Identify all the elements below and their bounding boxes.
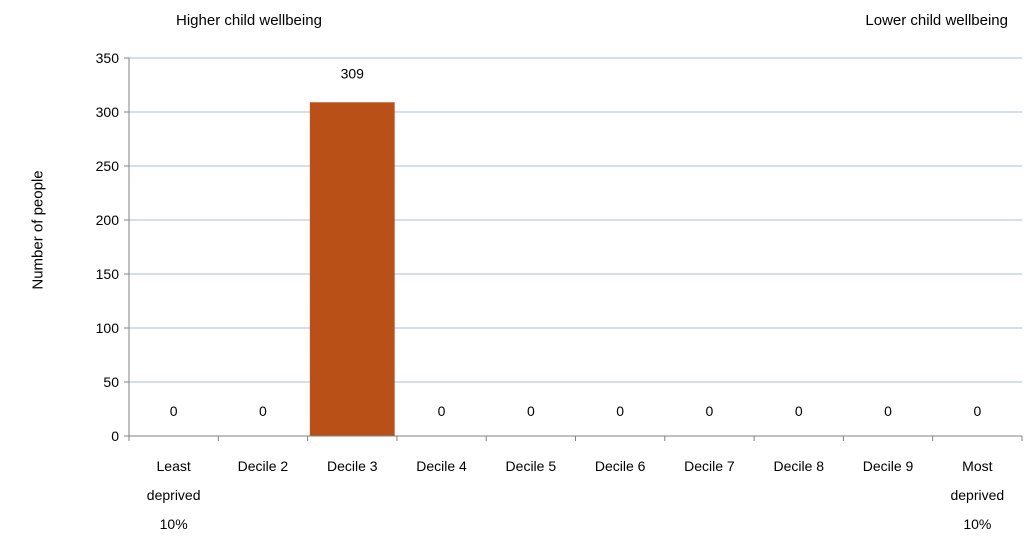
x-tick-label: Decile 4 <box>416 458 467 474</box>
axes <box>124 57 1023 441</box>
labels: 0 50 100 150 200 250 300 350 0 Least deprived 10% 0 D… <box>96 50 1005 532</box>
x-tick-label: Most <box>962 458 992 474</box>
bar <box>309 102 395 436</box>
y-tick-label: 0 <box>111 428 119 444</box>
y-tick-label: 350 <box>96 50 120 66</box>
data-label: 309 <box>341 65 365 81</box>
y-tick-label: 150 <box>96 266 120 282</box>
y-tick-label: 50 <box>103 374 119 390</box>
gridlines <box>129 57 1022 383</box>
y-tick-label: 200 <box>96 212 120 228</box>
x-tick-label: Least <box>157 458 191 474</box>
data-label: 0 <box>259 403 267 419</box>
x-tick-label: Decile 8 <box>773 458 824 474</box>
x-tick-label: Decile 2 <box>238 458 289 474</box>
x-tick-label: Decile 5 <box>506 458 557 474</box>
x-tick-label: Decile 6 <box>595 458 646 474</box>
x-tick-label: 10% <box>963 516 991 532</box>
y-tick-label: 300 <box>96 104 120 120</box>
x-tick-label: deprived <box>950 487 1004 503</box>
data-label: 0 <box>616 403 624 419</box>
annotation-higher-wellbeing: Higher child wellbeing <box>176 12 322 29</box>
data-label: 0 <box>973 403 981 419</box>
y-tick-label: 250 <box>96 158 120 174</box>
x-tick-label: deprived <box>147 487 201 503</box>
x-tick-label: Decile 3 <box>327 458 378 474</box>
bars <box>309 102 395 436</box>
data-label: 0 <box>795 403 803 419</box>
annotation-lower-wellbeing: Lower child wellbeing <box>865 12 1008 29</box>
data-label: 0 <box>438 403 446 419</box>
x-tick-label: Decile 9 <box>863 458 914 474</box>
x-tick-label: 10% <box>160 516 188 532</box>
x-tick-label: Decile 7 <box>684 458 735 474</box>
data-label: 0 <box>884 403 892 419</box>
data-label: 0 <box>706 403 714 419</box>
data-label: 0 <box>170 403 178 419</box>
y-tick-label: 100 <box>96 320 120 336</box>
data-label: 0 <box>527 403 535 419</box>
